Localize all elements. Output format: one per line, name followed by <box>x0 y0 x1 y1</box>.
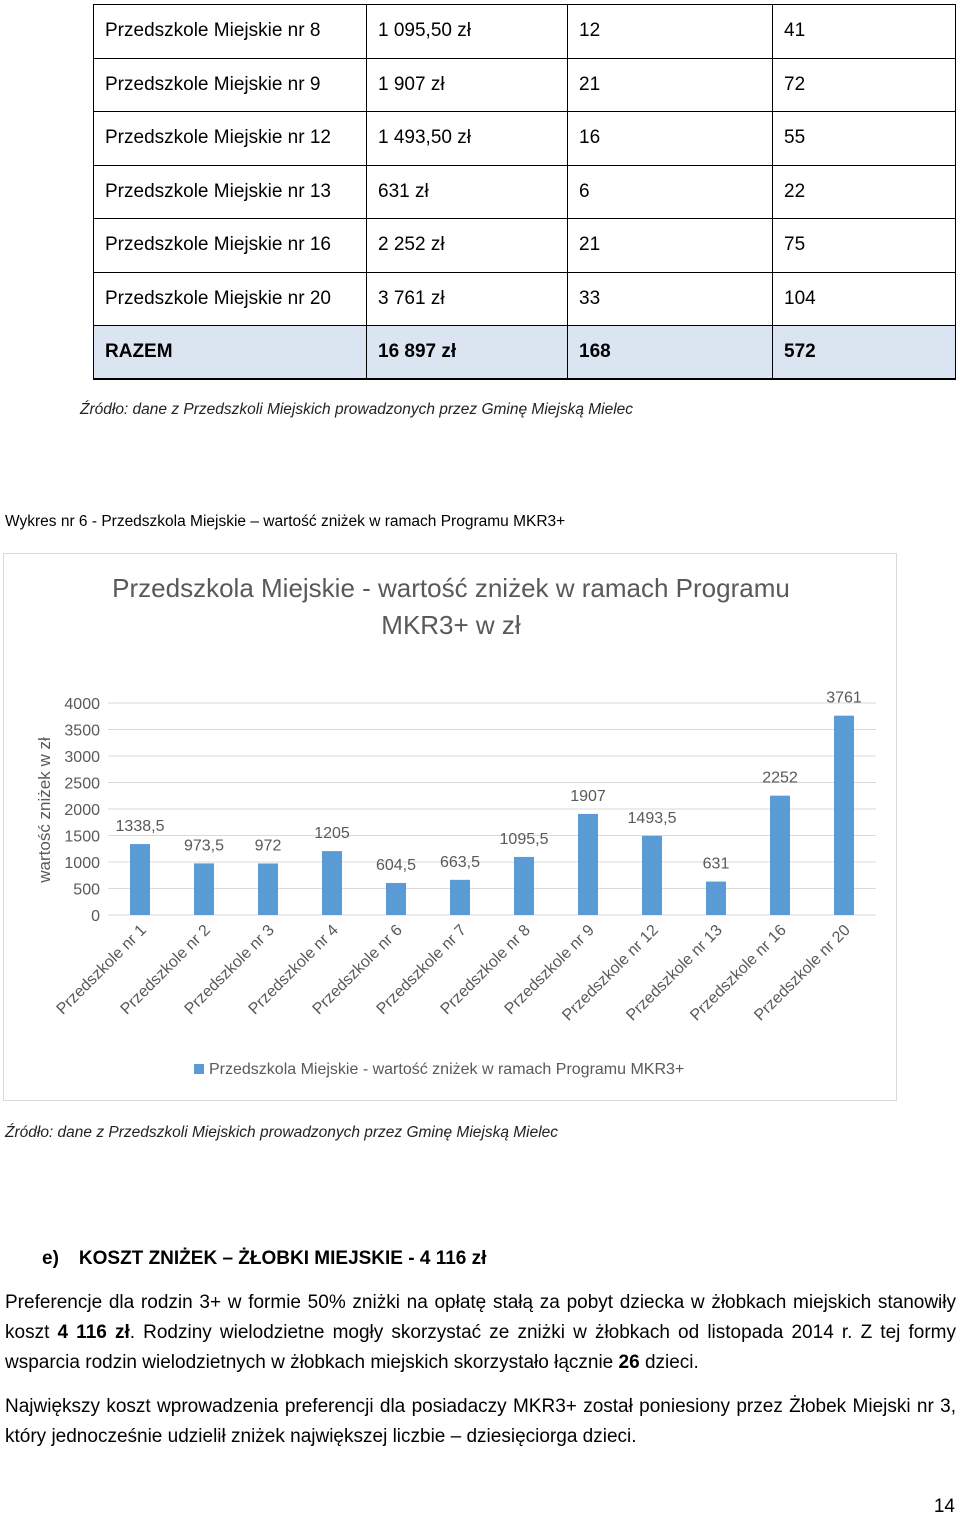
bar-data-label: 3761 <box>826 690 862 707</box>
para1-text-2: . Rodziny wielodzietne mogły skorzystać … <box>5 1322 956 1373</box>
para1-text-3: dzieci. <box>639 1352 699 1373</box>
table-cell: 1 095,50 zł <box>366 4 568 59</box>
table-cell: RAZEM <box>93 325 367 380</box>
legend-swatch <box>194 1064 204 1074</box>
bar-data-label: 1338,5 <box>116 818 165 835</box>
table-cell: 1 493,50 zł <box>366 111 568 166</box>
bar-data-label: 631 <box>703 856 730 873</box>
table-row: Przedszkole Miejskie nr 13 631 zł 6 22 <box>93 164 956 219</box>
table-cell: Przedszkole Miejskie nr 9 <box>93 57 367 112</box>
bar <box>706 881 726 915</box>
table-cell: 12 <box>567 4 773 59</box>
table-cell: Przedszkole Miejskie nr 12 <box>93 111 367 166</box>
section-letter: e) <box>42 1248 59 1269</box>
table-cell: 3 761 zł <box>366 271 568 326</box>
chart-caption: Wykres nr 6 - Przedszkola Miejskie – war… <box>5 513 566 530</box>
bar-data-label: 1095,5 <box>500 831 549 848</box>
table-row: Przedszkole Miejskie nr 20 3 761 zł 33 104 <box>93 271 956 326</box>
table-cell: 33 <box>567 271 773 326</box>
table-cell: Przedszkole Miejskie nr 16 <box>93 218 367 273</box>
legend-label: Przedszkola Miejskie - wartość zniżek w … <box>209 1061 684 1078</box>
y-tick-label: 2500 <box>64 776 100 793</box>
bar-data-label: 1205 <box>314 825 350 842</box>
bar-data-label: 1907 <box>570 788 606 805</box>
table-cell: 631 zł <box>366 164 568 219</box>
table-cell: 16 897 zł <box>366 325 568 380</box>
y-tick-label: 1500 <box>64 829 100 846</box>
table-cell: 572 <box>772 325 956 380</box>
y-tick-label: 500 <box>73 882 100 899</box>
y-tick-label: 2000 <box>64 802 100 819</box>
y-tick-label: 4000 <box>64 696 100 713</box>
bar-data-label: 2252 <box>762 770 798 787</box>
bar-chart-svg: Przedszkola Miejskie - wartość zniżek w … <box>35 573 876 1078</box>
section-e-heading: e) KOSZT ZNIŻEK – ŻŁOBKI MIEJSKIE - 4 116… <box>42 1248 486 1270</box>
table-cell: Przedszkole Miejskie nr 8 <box>93 4 367 59</box>
bar <box>770 795 790 915</box>
y-tick-label: 1000 <box>64 855 100 872</box>
table-row: Przedszkole Miejskie nr 12 1 493,50 zł 16 5… <box>93 111 956 166</box>
bar-chart: Przedszkola Miejskie - wartość zniżek w … <box>3 553 897 1101</box>
bar-data-label: 973,5 <box>184 837 224 854</box>
chart-title: Przedszkola Miejskie - wartość zniżek w … <box>112 573 790 603</box>
bar <box>514 856 534 915</box>
bar <box>578 813 598 915</box>
bar <box>642 835 662 915</box>
para1-cost: 4 116 zł <box>57 1322 130 1343</box>
table-cell: Przedszkole Miejskie nr 13 <box>93 164 367 219</box>
table-source-note: Źródło: dane z Przedszkoli Miejskich pro… <box>80 401 634 418</box>
table-cell: 55 <box>772 111 956 166</box>
table-cell: 2 252 zł <box>366 218 568 273</box>
chart-title: MKR3+ w zł <box>381 610 521 640</box>
table-cell: 168 <box>567 325 773 380</box>
section-title: KOSZT ZNIŻEK – ŻŁOBKI MIEJSKIE - 4 116 z… <box>78 1248 487 1269</box>
table-total-row: RAZEM 16 897 zł 168 572 <box>93 325 956 380</box>
table-cell: 21 <box>567 218 773 273</box>
page-number: 14 <box>933 1496 955 1517</box>
y-axis-label: wartość zniżek w zł <box>35 737 54 884</box>
paragraph-1: Preferencje dla rodzin 3+ w formie 50% z… <box>5 1288 956 1378</box>
table-cell: 1 907 zł <box>366 57 568 112</box>
bar <box>450 879 470 915</box>
y-tick-label: 0 <box>91 908 100 925</box>
y-tick-label: 3000 <box>64 749 100 766</box>
table-cell: 41 <box>772 4 956 59</box>
bar <box>130 844 150 915</box>
table-cell: 72 <box>772 57 956 112</box>
table-cell: 21 <box>567 57 773 112</box>
table-cell: Przedszkole Miejskie nr 20 <box>93 271 367 326</box>
para1-text-1: Preferencje dla rodzin 3+ w formie 50% z… <box>5 1292 956 1343</box>
table-cell: 6 <box>567 164 773 219</box>
bar <box>258 863 278 915</box>
table-cell: 75 <box>772 218 956 273</box>
paragraph-2: Największy koszt wprowadzenia preferencj… <box>5 1396 956 1447</box>
bar <box>194 863 214 915</box>
table-cell: 22 <box>772 164 956 219</box>
table-cell: 16 <box>567 111 773 166</box>
chart-source-note: Źródło: dane z Przedszkoli Miejskich pro… <box>5 1124 559 1141</box>
bar-data-label: 663,5 <box>440 854 480 871</box>
table-cell: 104 <box>772 271 956 326</box>
y-tick-label: 3500 <box>64 723 100 740</box>
table-row: Przedszkole Miejskie nr 16 2 252 zł 21 75 <box>93 218 956 273</box>
bar-data-label: 1493,5 <box>628 810 677 827</box>
bar <box>386 882 406 915</box>
bar <box>322 851 342 915</box>
bar-data-label: 604,5 <box>376 857 416 874</box>
bar <box>834 715 854 915</box>
para1-children-count: 26 <box>618 1352 640 1373</box>
bar-data-label: 972 <box>255 837 282 854</box>
